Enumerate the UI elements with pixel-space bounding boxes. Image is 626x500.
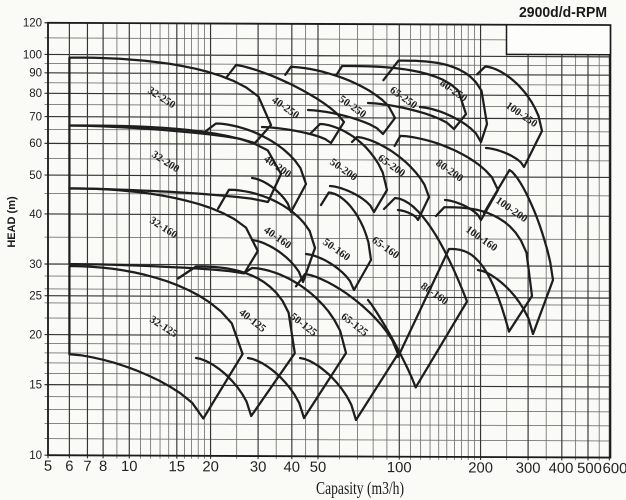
svg-text:6: 6 xyxy=(65,459,73,475)
svg-text:HEAD (m): HEAD (m) xyxy=(6,196,18,248)
svg-text:20: 20 xyxy=(202,459,218,475)
svg-text:25: 25 xyxy=(29,291,42,303)
svg-text:30: 30 xyxy=(29,259,42,271)
svg-text:Capasity (m3/h): Capasity (m3/h) xyxy=(316,478,404,498)
svg-text:120: 120 xyxy=(23,18,42,30)
svg-text:20: 20 xyxy=(29,329,42,341)
svg-text:10: 10 xyxy=(121,459,137,475)
svg-text:50: 50 xyxy=(29,170,42,182)
svg-text:40: 40 xyxy=(29,209,42,221)
svg-text:100: 100 xyxy=(387,460,412,476)
svg-text:70: 70 xyxy=(29,111,42,123)
svg-text:80: 80 xyxy=(29,88,42,100)
svg-text:100: 100 xyxy=(23,49,42,61)
svg-text:500: 500 xyxy=(577,461,602,477)
svg-text:2900d/d-RPM: 2900d/d-RPM xyxy=(519,4,607,21)
svg-text:7: 7 xyxy=(83,459,91,475)
svg-text:90: 90 xyxy=(29,68,42,80)
svg-text:50: 50 xyxy=(310,460,326,476)
svg-text:30: 30 xyxy=(250,460,266,476)
svg-text:5: 5 xyxy=(44,459,52,475)
svg-text:200: 200 xyxy=(468,460,493,476)
svg-text:15: 15 xyxy=(29,379,42,391)
svg-text:400: 400 xyxy=(549,461,574,477)
svg-text:300: 300 xyxy=(516,461,541,477)
svg-text:10: 10 xyxy=(29,450,42,462)
svg-text:8: 8 xyxy=(99,459,107,475)
svg-text:60: 60 xyxy=(29,138,42,150)
svg-text:15: 15 xyxy=(169,459,185,475)
svg-text:40: 40 xyxy=(284,460,300,476)
svg-text:600: 600 xyxy=(603,461,626,477)
